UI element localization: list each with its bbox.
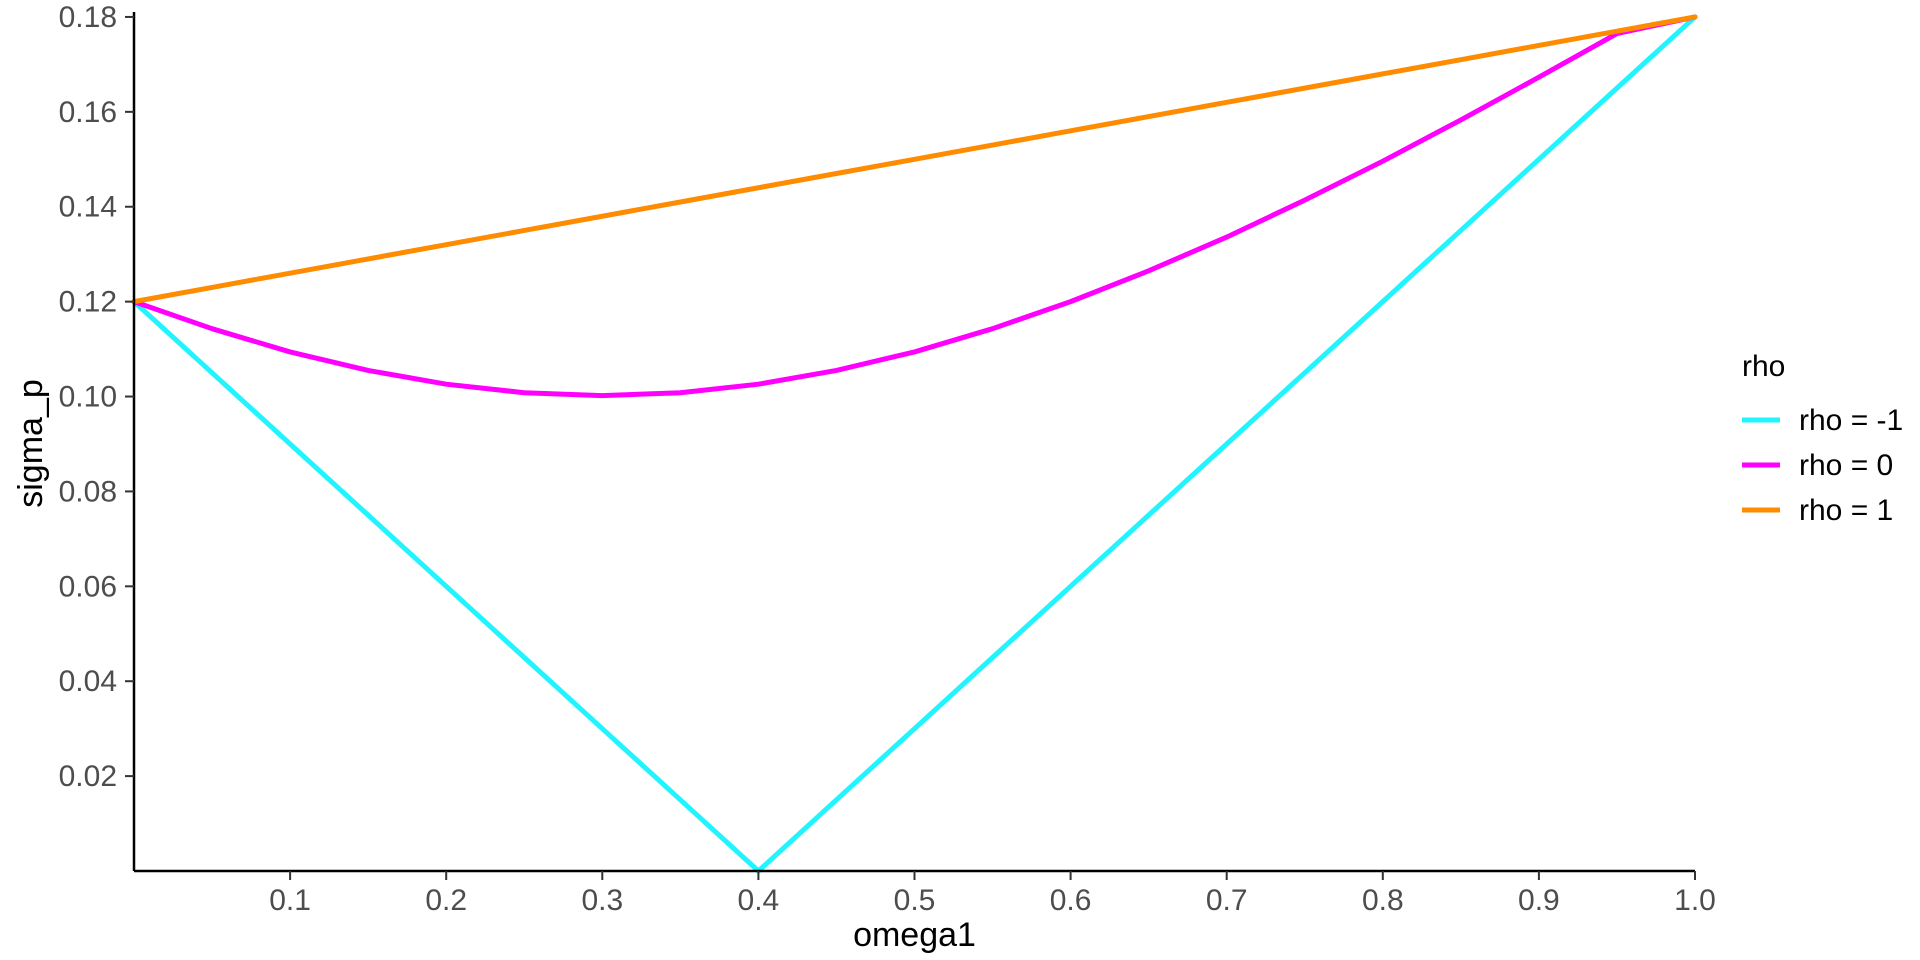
- x-axis-ticks: 0.1 0.2 0.3 0.4 0.5 0.6 0.7 0.8 0.9 1.0: [269, 871, 1716, 917]
- x-tick-label: 0.8: [1362, 884, 1404, 917]
- x-tick-label: 0.4: [738, 884, 780, 917]
- y-tick-label: 0.16: [59, 96, 117, 129]
- y-tick-label: 0.12: [59, 286, 117, 319]
- series-lines: [131, 14, 1698, 874]
- series-line: [131, 14, 1698, 305]
- legend-title: rho: [1742, 350, 1785, 383]
- y-axis-ticks: 0.02 0.04 0.06 0.08 0.10 0.12 0.14 0.16 0.18: [59, 1, 134, 793]
- legend: rho rho = -1 rho = 0 rho = 1: [1742, 350, 1903, 527]
- x-axis-title: omega1: [853, 916, 976, 954]
- y-tick-label: 0.14: [59, 191, 117, 224]
- x-tick-label: 0.5: [894, 884, 936, 917]
- legend-label: rho = 0: [1799, 449, 1893, 482]
- x-tick-label: 0.2: [425, 884, 467, 917]
- x-tick-label: 0.3: [581, 884, 623, 917]
- y-tick-label: 0.02: [59, 760, 117, 793]
- legend-label: rho = 1: [1799, 494, 1893, 527]
- x-tick-label: 0.7: [1206, 884, 1248, 917]
- y-axis-title: sigma_p: [12, 379, 50, 508]
- legend-items: rho = -1 rho = 0 rho = 1: [1742, 404, 1903, 527]
- series-line: [131, 14, 1698, 874]
- y-tick-label: 0.06: [59, 570, 117, 603]
- y-tick-label: 0.10: [59, 381, 117, 414]
- x-tick-label: 0.9: [1518, 884, 1560, 917]
- y-tick-label: 0.04: [59, 665, 117, 698]
- y-tick-label: 0.18: [59, 1, 117, 34]
- y-tick-label: 0.08: [59, 475, 117, 508]
- x-tick-label: 0.1: [269, 884, 311, 917]
- legend-label: rho = -1: [1799, 404, 1903, 437]
- series-line: [131, 14, 1698, 399]
- x-tick-label: 1.0: [1674, 884, 1716, 917]
- x-tick-label: 0.6: [1050, 884, 1092, 917]
